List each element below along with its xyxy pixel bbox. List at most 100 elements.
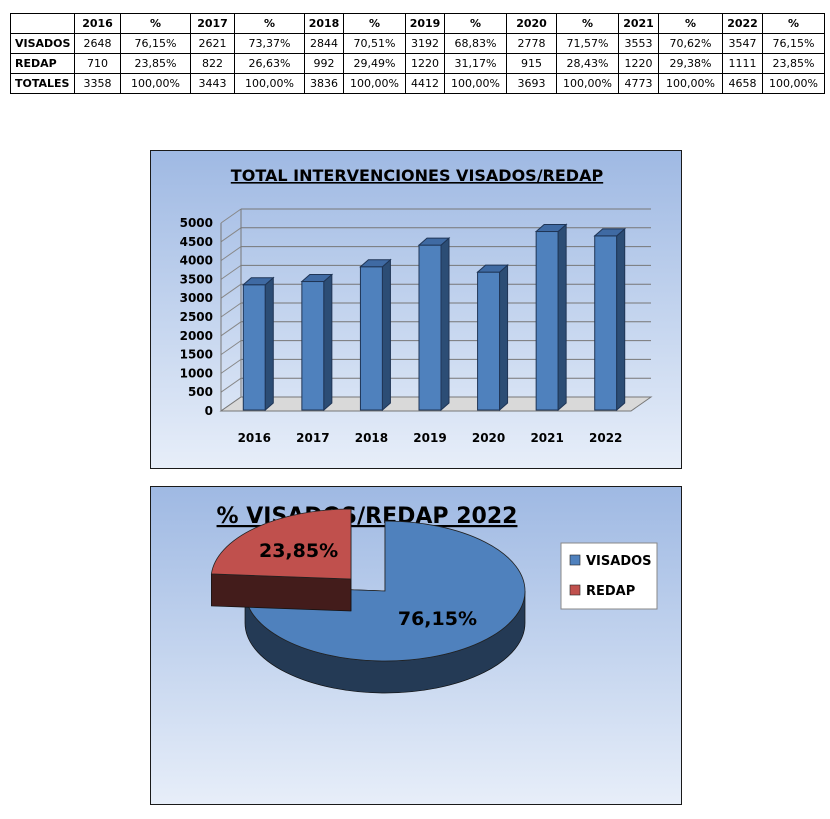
bar-top: [534, 224, 568, 233]
legend-swatch: [569, 584, 581, 596]
bar-chart: TOTAL INTERVENCIONES VISADOS/REDAP 0 500 10…: [180, 166, 653, 445]
bar-side: [616, 227, 626, 412]
table-cell: 3192: [405, 33, 445, 54]
table-header-row: 2016% 2017% 2018% 2019% 2020% 2021% 2022%: [10, 13, 825, 34]
table-cell: 73,37%: [234, 33, 305, 54]
table-cell: 70,62%: [658, 33, 723, 54]
x-tick-label: 2019: [413, 431, 446, 445]
x-tick-label: 2018: [355, 431, 388, 445]
table-cell: 76,15%: [762, 33, 825, 54]
table-cell: 100,00%: [762, 73, 825, 94]
y-tick-label: 3500: [180, 272, 213, 286]
table-cell: 23,85%: [120, 53, 191, 74]
table-header-cell: %: [658, 13, 723, 34]
table-cell: 71,57%: [556, 33, 619, 54]
table-cell: 3693: [506, 73, 557, 94]
table-cell: 68,83%: [444, 33, 507, 54]
table-header-cell: 2022: [722, 13, 763, 34]
x-tick-label: 2020: [472, 431, 505, 445]
bar-side: [381, 258, 391, 412]
bar-front: [242, 284, 266, 411]
table-cell: 3547: [722, 33, 763, 54]
bar-top: [359, 259, 392, 268]
table-cell: 70,51%: [343, 33, 406, 54]
table-cell: 2648: [74, 33, 121, 54]
table-header-cell: %: [762, 13, 825, 34]
row-label: REDAP: [10, 53, 75, 74]
bar-top: [300, 274, 334, 283]
bar: [241, 276, 275, 412]
bar-side: [323, 273, 333, 412]
table-cell: 29,49%: [343, 53, 406, 74]
table-cell: 4412: [405, 73, 445, 94]
bar-top: [593, 228, 627, 237]
table-row: REDAP 710 23,85% 822 26,63% 992 29,49% 1220 31,1…: [10, 53, 825, 74]
table-header-cell: 2016: [74, 13, 121, 34]
y-tick-label: 1000: [180, 366, 213, 380]
y-tick-label: 3000: [180, 291, 213, 305]
x-tick-label: 2017: [296, 431, 329, 445]
table-cell: 100,00%: [120, 73, 191, 94]
table-cell: 28,43%: [556, 53, 619, 74]
table-cell: 100,00%: [658, 73, 723, 94]
table-header-cell: %: [234, 13, 305, 34]
table-cell: 76,15%: [120, 33, 191, 54]
bar: [476, 264, 509, 412]
legend-label: REDAP: [586, 584, 635, 599]
table-cell: 3358: [74, 73, 121, 94]
table-header-cell: %: [120, 13, 191, 34]
table-cell: 992: [304, 53, 344, 74]
table-cell: 4773: [618, 73, 659, 94]
table-cell: 4658: [722, 73, 763, 94]
gridline-depth: [220, 340, 242, 356]
table-cell: 100,00%: [556, 73, 619, 94]
table-header-cell: 2021: [618, 13, 659, 34]
table-header-cell: 2017: [190, 13, 235, 34]
table-cell: 100,00%: [343, 73, 406, 94]
bar-side: [440, 237, 450, 412]
table-header-cell: [10, 13, 75, 34]
table-cell: 2778: [506, 33, 557, 54]
bar-side: [264, 276, 274, 412]
y-tick-label: 4500: [180, 235, 213, 249]
bar: [534, 223, 568, 412]
pie-chart-panel: % VISADOS/REDAP 2022 76,15% 23,85% VISADOS R…: [150, 486, 682, 805]
table-cell: 23,85%: [762, 53, 825, 74]
table-cell: 1220: [405, 53, 445, 74]
bar: [300, 273, 334, 412]
bar-front: [477, 271, 501, 411]
legend-label: VISADOS: [586, 554, 652, 569]
table-cell: 100,00%: [444, 73, 507, 94]
data-label: 23,85%: [259, 540, 338, 562]
gridline-depth: [220, 321, 242, 337]
bar: [593, 227, 627, 412]
table-cell: 822: [190, 53, 235, 74]
gridline-depth: [220, 208, 242, 224]
chart-title: TOTAL INTERVENCIONES VISADOS/REDAP: [231, 166, 604, 185]
table-cell: 29,38%: [658, 53, 723, 74]
y-tick-label: 2500: [180, 310, 213, 324]
table-cell: 915: [506, 53, 557, 74]
bar-top: [417, 237, 451, 246]
table-cell: 26,63%: [234, 53, 305, 74]
table-cell: 1220: [618, 53, 659, 74]
gridline-depth: [220, 377, 242, 393]
gridline-depth: [220, 246, 242, 262]
bar-chart-panel: TOTAL INTERVENCIONES VISADOS/REDAP 0 500 10…: [150, 150, 682, 469]
bar-front: [301, 281, 325, 411]
bar-front: [594, 235, 618, 411]
table-cell: 100,00%: [234, 73, 305, 94]
table-header-cell: 2019: [405, 13, 445, 34]
table-header-cell: %: [444, 13, 507, 34]
bar: [359, 258, 392, 412]
y-tick-label: 4000: [180, 254, 213, 268]
table-cell: 3553: [618, 33, 659, 54]
data-table: 2016% 2017% 2018% 2019% 2020% 2021% 2022% VISAD…: [10, 13, 825, 94]
gridline-depth: [220, 227, 242, 243]
table-row: VISADOS 2648 76,15% 2621 73,37% 2844 70,51% 319…: [10, 33, 825, 54]
gridline-depth: [220, 302, 242, 318]
table-header-cell: %: [556, 13, 619, 34]
y-tick-label: 1500: [180, 348, 213, 362]
table-header-cell: 2018: [304, 13, 344, 34]
slice-cut-face: [211, 573, 352, 612]
